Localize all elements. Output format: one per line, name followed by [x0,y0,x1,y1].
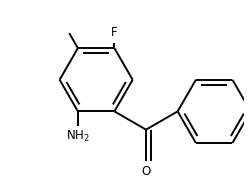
Text: F: F [111,26,118,40]
Text: O: O [141,165,151,178]
Text: NH$_2$: NH$_2$ [66,129,90,144]
